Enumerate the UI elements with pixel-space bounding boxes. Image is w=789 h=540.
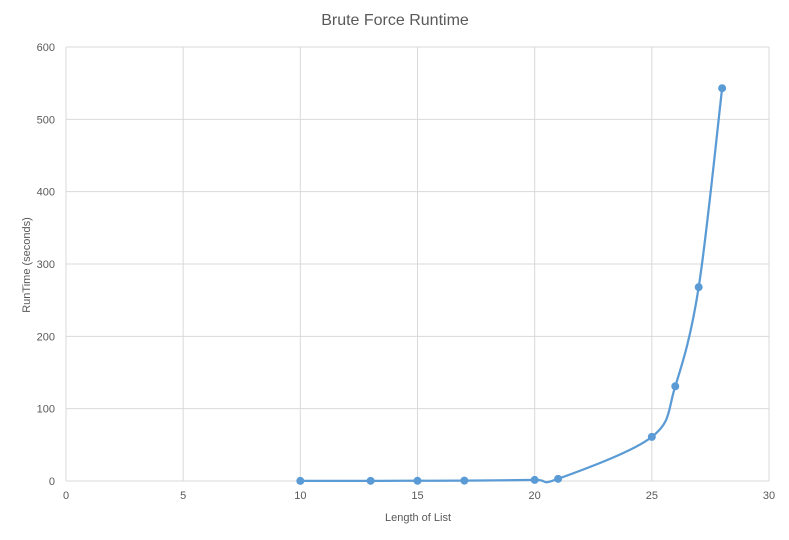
data-point <box>554 474 563 483</box>
x-tick-label: 20 <box>529 490 541 502</box>
x-tick-label: 5 <box>180 490 186 502</box>
x-tick-label: 0 <box>63 490 69 502</box>
x-tick-label: 15 <box>411 490 423 502</box>
data-point <box>671 382 680 391</box>
y-tick-label: 600 <box>37 42 55 54</box>
data-point <box>647 432 656 441</box>
y-tick-label: 100 <box>37 404 55 416</box>
chart-title: Brute Force Runtime <box>321 12 469 29</box>
x-tick-label: 10 <box>294 490 306 502</box>
data-point <box>460 476 469 485</box>
y-axis-label: RunTime (seconds) <box>21 217 33 313</box>
series-layer <box>296 84 727 485</box>
text-layer: Brute Force Runtime Length of List RunTi… <box>21 12 469 524</box>
data-point <box>366 476 375 485</box>
y-tick-label: 500 <box>37 114 55 126</box>
data-point <box>296 476 305 485</box>
data-point <box>530 475 539 484</box>
data-point <box>694 283 703 292</box>
y-tick-label: 0 <box>49 476 55 488</box>
axes: 0 100 200 300 400 500 600 0 5 10 15 20 25 30 <box>37 42 775 502</box>
x-tick-label: 25 <box>646 490 658 502</box>
data-point <box>413 476 422 485</box>
x-axis-label: Length of List <box>385 512 451 524</box>
y-tick-label: 200 <box>37 331 55 343</box>
y-tick-label: 300 <box>37 259 55 271</box>
series-line <box>300 88 724 484</box>
y-tick-label: 400 <box>37 187 55 199</box>
data-point <box>718 84 727 93</box>
x-tick-label: 30 <box>763 490 775 502</box>
gridlines <box>65 46 770 481</box>
